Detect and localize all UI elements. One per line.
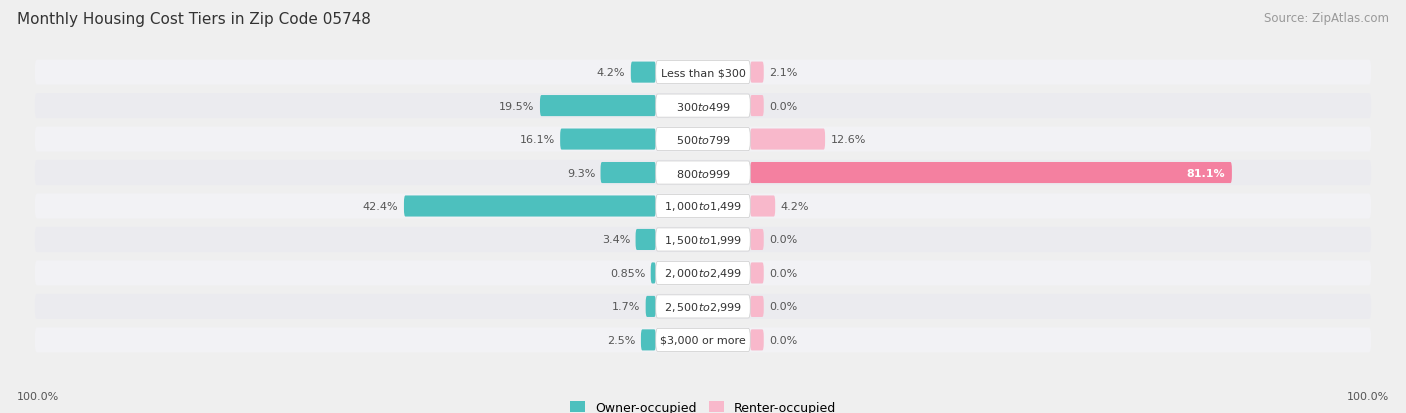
- FancyBboxPatch shape: [35, 261, 1371, 286]
- FancyBboxPatch shape: [751, 62, 763, 83]
- FancyBboxPatch shape: [35, 127, 1371, 152]
- Text: $3,000 or more: $3,000 or more: [661, 335, 745, 345]
- FancyBboxPatch shape: [636, 229, 655, 250]
- Text: $800 to $999: $800 to $999: [675, 167, 731, 179]
- FancyBboxPatch shape: [751, 296, 763, 317]
- FancyBboxPatch shape: [651, 263, 655, 284]
- FancyBboxPatch shape: [655, 295, 751, 318]
- Text: 2.5%: 2.5%: [607, 335, 636, 345]
- Text: 16.1%: 16.1%: [519, 135, 555, 145]
- FancyBboxPatch shape: [655, 228, 751, 252]
- FancyBboxPatch shape: [751, 263, 763, 284]
- Text: 1.7%: 1.7%: [612, 301, 640, 312]
- FancyBboxPatch shape: [751, 129, 825, 150]
- FancyBboxPatch shape: [751, 330, 763, 351]
- Text: 0.0%: 0.0%: [769, 335, 797, 345]
- FancyBboxPatch shape: [35, 328, 1371, 353]
- Text: 100.0%: 100.0%: [1347, 391, 1389, 401]
- FancyBboxPatch shape: [35, 228, 1371, 252]
- Text: $2,500 to $2,999: $2,500 to $2,999: [664, 300, 742, 313]
- FancyBboxPatch shape: [641, 330, 655, 351]
- FancyBboxPatch shape: [751, 229, 763, 250]
- FancyBboxPatch shape: [645, 296, 655, 317]
- FancyBboxPatch shape: [751, 163, 1232, 184]
- Text: 9.3%: 9.3%: [567, 168, 595, 178]
- FancyBboxPatch shape: [751, 96, 763, 117]
- Text: 2.1%: 2.1%: [769, 68, 797, 78]
- Text: Less than $300: Less than $300: [661, 68, 745, 78]
- FancyBboxPatch shape: [655, 329, 751, 351]
- FancyBboxPatch shape: [35, 60, 1371, 85]
- FancyBboxPatch shape: [35, 194, 1371, 219]
- Text: Source: ZipAtlas.com: Source: ZipAtlas.com: [1264, 12, 1389, 25]
- Text: $1,500 to $1,999: $1,500 to $1,999: [664, 233, 742, 247]
- Text: 0.85%: 0.85%: [610, 268, 645, 278]
- FancyBboxPatch shape: [655, 195, 751, 218]
- Text: 12.6%: 12.6%: [831, 135, 866, 145]
- FancyBboxPatch shape: [655, 161, 751, 185]
- FancyBboxPatch shape: [655, 262, 751, 285]
- Text: $2,000 to $2,499: $2,000 to $2,499: [664, 267, 742, 280]
- Text: 0.0%: 0.0%: [769, 268, 797, 278]
- FancyBboxPatch shape: [35, 294, 1371, 319]
- FancyBboxPatch shape: [404, 196, 655, 217]
- Text: 19.5%: 19.5%: [499, 101, 534, 112]
- Text: 0.0%: 0.0%: [769, 101, 797, 112]
- FancyBboxPatch shape: [540, 96, 655, 117]
- Text: 4.2%: 4.2%: [598, 68, 626, 78]
- Text: Monthly Housing Cost Tiers in Zip Code 05748: Monthly Housing Cost Tiers in Zip Code 0…: [17, 12, 371, 27]
- FancyBboxPatch shape: [751, 196, 775, 217]
- FancyBboxPatch shape: [35, 161, 1371, 185]
- FancyBboxPatch shape: [35, 94, 1371, 119]
- Text: 100.0%: 100.0%: [17, 391, 59, 401]
- Text: $300 to $499: $300 to $499: [675, 100, 731, 112]
- Text: $500 to $799: $500 to $799: [675, 134, 731, 146]
- FancyBboxPatch shape: [600, 163, 655, 184]
- FancyBboxPatch shape: [560, 129, 655, 150]
- FancyBboxPatch shape: [655, 95, 751, 118]
- Text: 42.4%: 42.4%: [363, 202, 398, 211]
- Text: 0.0%: 0.0%: [769, 301, 797, 312]
- FancyBboxPatch shape: [631, 62, 655, 83]
- Text: 4.2%: 4.2%: [780, 202, 808, 211]
- Legend: Owner-occupied, Renter-occupied: Owner-occupied, Renter-occupied: [569, 401, 837, 413]
- Text: $1,000 to $1,499: $1,000 to $1,499: [664, 200, 742, 213]
- Text: 81.1%: 81.1%: [1187, 168, 1225, 178]
- Text: 3.4%: 3.4%: [602, 235, 630, 245]
- FancyBboxPatch shape: [655, 128, 751, 151]
- Text: 0.0%: 0.0%: [769, 235, 797, 245]
- FancyBboxPatch shape: [655, 62, 751, 84]
